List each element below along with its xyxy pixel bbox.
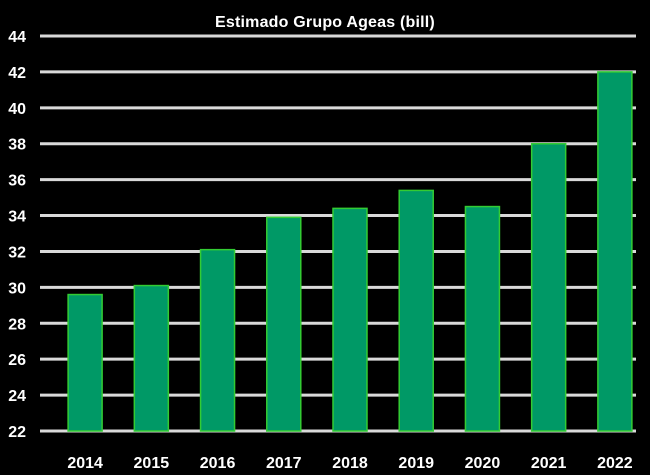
y-tick-label: 28: [8, 316, 26, 333]
x-tick-label: 2014: [67, 455, 103, 472]
bar-2017: [266, 216, 302, 432]
bar-2015: [133, 284, 170, 432]
bar-2019: [398, 189, 434, 432]
x-tick-label: 2019: [398, 455, 434, 472]
chart-title: Estimado Grupo Ageas (bill): [215, 14, 435, 31]
y-tick-label: 22: [8, 424, 26, 441]
bar-2021: [530, 142, 567, 432]
y-tick-label: 30: [8, 280, 26, 297]
x-tick-label: 2016: [200, 455, 236, 472]
x-tick-label: 2018: [332, 455, 368, 472]
y-tick-label: 26: [8, 352, 26, 369]
y-axis-ticks: 22 24 26 28 30 32 34 36 38 40 42 44: [8, 29, 26, 441]
bar-2016: [199, 248, 236, 432]
x-tick-label: 2020: [465, 455, 501, 472]
y-tick-label: 34: [8, 209, 26, 226]
y-tick-label: 36: [8, 173, 26, 190]
bar-2014: [67, 293, 103, 432]
y-tick-label: 42: [8, 65, 26, 82]
bar-2018: [332, 207, 368, 432]
y-tick-label: 38: [8, 137, 26, 154]
x-tick-label: 2017: [266, 455, 302, 472]
y-tick-label: 40: [8, 101, 26, 118]
x-tick-label: 2022: [597, 455, 633, 472]
y-tick-label: 32: [8, 244, 26, 261]
y-tick-label: 24: [8, 388, 26, 405]
bar-2020: [464, 205, 501, 432]
x-axis-ticks: 2014 2015 2016 2017 2018 2019 2020 2021 2022: [67, 455, 632, 472]
bar-2022: [597, 71, 633, 432]
x-tick-label: 2015: [134, 455, 170, 472]
bars: [67, 71, 633, 432]
x-tick-label: 2021: [531, 455, 567, 472]
y-tick-label: 44: [8, 29, 26, 46]
